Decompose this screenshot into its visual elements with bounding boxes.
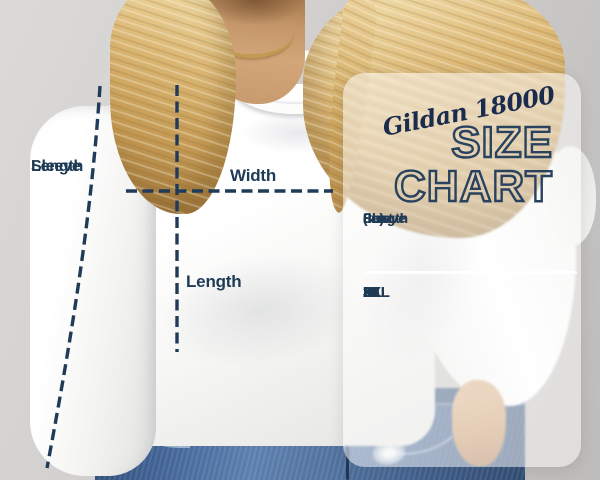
cell-sleeve: 33 [363, 284, 380, 302]
cell-length: 31 [363, 284, 380, 302]
sleeve-length-label-line1: Sleeve [31, 158, 81, 175]
table-header-divider [364, 271, 577, 274]
table-row: 3XL 30 32 38 [363, 280, 569, 305]
hair-left [110, 0, 236, 214]
length-label: Length [186, 272, 242, 291]
cell-length: 27 [363, 284, 380, 302]
width-label: Width [230, 166, 277, 185]
cell-size: 2XL [363, 284, 390, 302]
cell-length: 29 [363, 284, 380, 302]
cell-size: 3XL [363, 284, 390, 302]
cell-sleeve: 35 [363, 284, 380, 302]
table-row: M 22 28 34 [363, 280, 569, 305]
cell-bust: 22 [363, 284, 380, 302]
size-chart-title: SIZE CHART [393, 118, 553, 212]
table-row: S 20 27 33 [363, 280, 569, 305]
sleeve-length-label-line2: Length [31, 158, 84, 175]
cell-bust: 24 [363, 284, 380, 302]
cell-bust: 30 [363, 284, 380, 302]
cell-sleeve: 36 [363, 284, 380, 302]
table-row: XL 26 30 36 [363, 280, 569, 305]
table-row: L 24 29 35 [363, 280, 569, 305]
cell-bust: 28 [363, 284, 380, 302]
cell-length: 30 [363, 284, 380, 302]
title-size-outline: SIZE [451, 118, 553, 167]
cell-sleeve: 38 [363, 284, 380, 302]
cell-length: 28 [363, 284, 380, 302]
title-chart-outline: CHART [394, 162, 553, 211]
table-row: 2XL 28 31 37 [363, 280, 569, 305]
cell-bust: 20 [363, 284, 380, 302]
cell-size: S [363, 284, 373, 302]
cell-length: 32 [363, 284, 380, 302]
size-chart-panel: Gildan 18000 SIZE CHART Size Bust (in) L… [343, 73, 581, 467]
sleeve-length-dashed-line [45, 85, 102, 469]
gold-necklace [210, 6, 294, 58]
cell-sleeve: 37 [363, 284, 380, 302]
cell-size: L [363, 284, 372, 302]
cell-sleeve: 34 [363, 284, 380, 302]
cell-size: M [363, 284, 376, 302]
cell-bust: 26 [363, 284, 380, 302]
cell-size: XL [363, 284, 382, 302]
